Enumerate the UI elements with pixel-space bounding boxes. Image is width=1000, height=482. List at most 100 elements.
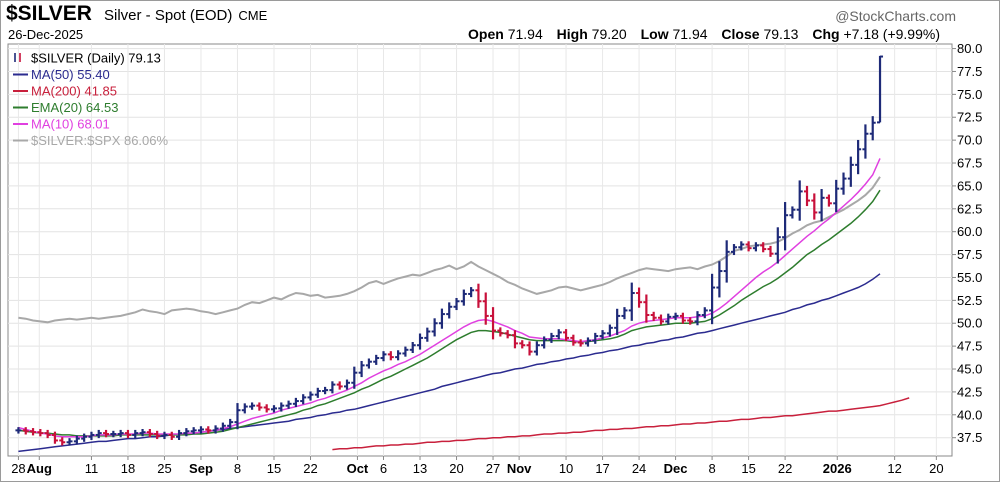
company-name: Silver - Spot (EOD)	[104, 7, 233, 24]
ohlc-bar	[657, 314, 664, 325]
legend-entry: $SILVER:$SPX 86.06%	[13, 133, 169, 148]
ohlc-bar	[124, 429, 131, 439]
ohlc-bar	[183, 428, 190, 437]
ohlc-bar	[212, 425, 219, 434]
ohlc-bar	[438, 308, 445, 329]
x-tick-label: 8	[234, 461, 241, 476]
ohlc-bar	[132, 429, 139, 439]
x-axis: 28 Aug 11 18 25 Sep 8 15 22 Oct 6 13 20 27 Nov 10 17 24 De…	[11, 456, 944, 476]
ohlc-bar	[351, 366, 358, 389]
ohlc-bar	[336, 381, 343, 390]
high-value: 79.20	[591, 26, 627, 42]
open-label: Open	[468, 26, 504, 42]
ohlc-bar	[709, 273, 716, 325]
ohlc-bar	[796, 180, 803, 221]
y-tick-label: 75.0	[957, 87, 982, 102]
ohlc-bar	[249, 402, 256, 410]
ohlc-bar	[804, 185, 811, 207]
ohlc-bar	[701, 307, 708, 319]
ohlc-bar	[322, 386, 329, 395]
ohlc-bar	[730, 244, 737, 256]
ohlc-bar	[504, 330, 511, 339]
ohlc-bar	[519, 340, 526, 349]
low-value: 71.94	[672, 26, 708, 42]
ohlc-bar	[665, 313, 672, 325]
x-tick-label: Sep	[189, 461, 213, 476]
x-tick-label: Dec	[664, 461, 688, 476]
x-tick-label: 15	[267, 461, 281, 476]
legend-label: MA(50) 55.40	[31, 67, 110, 82]
ohlc-bar	[869, 116, 876, 141]
x-tick-label: 12	[887, 461, 901, 476]
ohlc-bar	[570, 334, 577, 346]
ohlc-bar	[650, 311, 657, 321]
close-value: 79.13	[763, 26, 799, 42]
x-tick-label: 17	[595, 461, 609, 476]
ohlc-bar	[285, 400, 292, 409]
ohlc-bar	[599, 330, 606, 340]
ohlc-readout: Open 71.94 High 79.20 Low 71.94 Close 79…	[468, 26, 940, 42]
ma200-line	[332, 397, 910, 451]
x-tick-label: Aug	[27, 461, 52, 476]
ohlc-bar	[526, 341, 533, 356]
ohlc-bar	[745, 241, 752, 252]
plot-area[interactable]	[7, 43, 953, 457]
ohlc-bar	[241, 403, 248, 414]
x-tick-label: Oct	[347, 461, 369, 476]
ohlc-bar	[606, 324, 613, 337]
x-tick-label: 27	[486, 461, 500, 476]
ohlc-bar	[365, 358, 372, 369]
ohlc-bar	[584, 337, 591, 347]
y-tick-label: 72.5	[957, 110, 982, 125]
ohlc-bar	[219, 422, 226, 432]
ratio-line	[18, 176, 881, 324]
chg-label: Chg	[812, 26, 840, 42]
stockcharts-watermark[interactable]: @StockCharts.com	[835, 8, 956, 24]
ohlc-bar	[278, 402, 285, 412]
y-tick-label: 60.0	[957, 224, 982, 239]
ohlc-bar	[227, 418, 234, 429]
y-tick-label: 55.0	[957, 270, 982, 285]
legend-label: MA(200) 41.85	[31, 84, 117, 99]
ohlc-bar	[811, 193, 818, 220]
open-value: 71.94	[507, 26, 543, 42]
y-tick-label: 40.0	[957, 407, 982, 422]
ohlc-bar	[767, 245, 774, 257]
ohlc-bar	[256, 402, 263, 411]
ohlc-bar	[577, 339, 584, 347]
y-tick-label: 57.5	[957, 247, 982, 262]
ohlc-bar	[176, 429, 183, 440]
close-label: Close	[721, 26, 760, 42]
company-subtitle: Silver - Spot (EOD) CME	[104, 7, 267, 24]
ohlc-bar	[88, 431, 95, 440]
ohlc-bar	[533, 341, 540, 356]
legend-entry: $SILVER (Daily) 79.13	[14, 51, 161, 66]
ohlc-bar	[636, 287, 643, 308]
y-tick-label: 80.0	[957, 41, 982, 56]
x-tick-label: 22	[303, 461, 317, 476]
y-tick-label: 65.0	[957, 178, 982, 193]
y-tick-label: 77.5	[957, 64, 982, 79]
ohlc-bar	[139, 428, 146, 437]
y-tick-label: 52.5	[957, 293, 982, 308]
ohlc-bar	[314, 387, 321, 398]
ohlc-bar	[190, 427, 197, 435]
ohlc-bar	[387, 351, 394, 361]
y-tick-label: 37.5	[957, 430, 982, 445]
x-tick-label: 22	[778, 461, 792, 476]
ohlc-bar	[66, 438, 73, 446]
ohlc-bar	[694, 311, 701, 326]
legend-label: EMA(20) 64.53	[31, 100, 118, 115]
ohlc-bar	[380, 351, 387, 362]
ohlc-bar	[614, 308, 621, 335]
ohlc-bar	[453, 297, 460, 311]
ohlc-bar	[402, 346, 409, 357]
ohlc-bar	[460, 289, 467, 306]
ohlc-bar	[424, 327, 431, 342]
ohlc-bars	[15, 55, 884, 446]
ohlc-bar	[110, 430, 117, 438]
ohlc-bar	[555, 329, 562, 340]
ohlc-bar	[847, 156, 854, 187]
